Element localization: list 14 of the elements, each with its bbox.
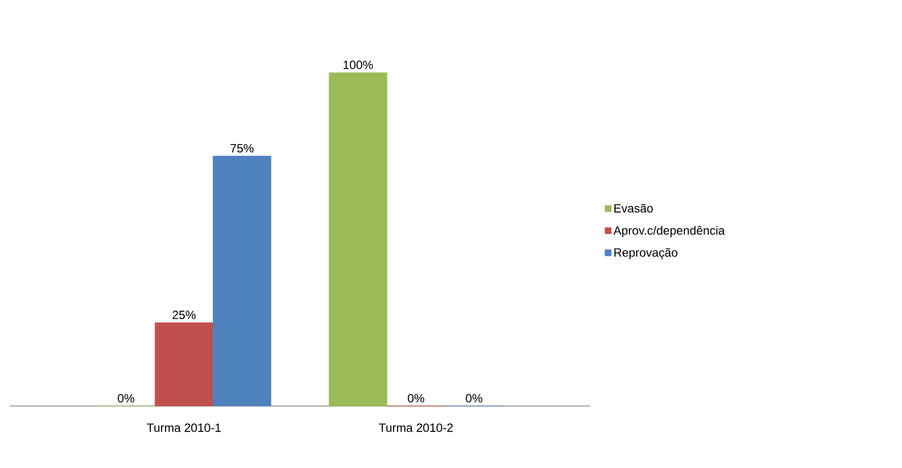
x-tick-label: Turma 2010-1: [146, 423, 221, 432]
data-label: 0%: [408, 394, 424, 402]
data-label: 0%: [466, 394, 482, 402]
bar: [328, 72, 388, 406]
data-label: 75%: [230, 144, 254, 152]
data-label: 25%: [172, 310, 196, 320]
bar: [212, 156, 272, 406]
x-tick-label: Turma 2010-2: [378, 423, 453, 432]
legend-label: Evasão: [614, 204, 653, 213]
legend-label: Aprov.c/dependência: [613, 226, 725, 238]
data-label: 100%: [344, 60, 373, 70]
bar: [154, 322, 214, 406]
legend-label: Reprovação: [614, 248, 678, 260]
data-label: 0%: [118, 394, 134, 402]
